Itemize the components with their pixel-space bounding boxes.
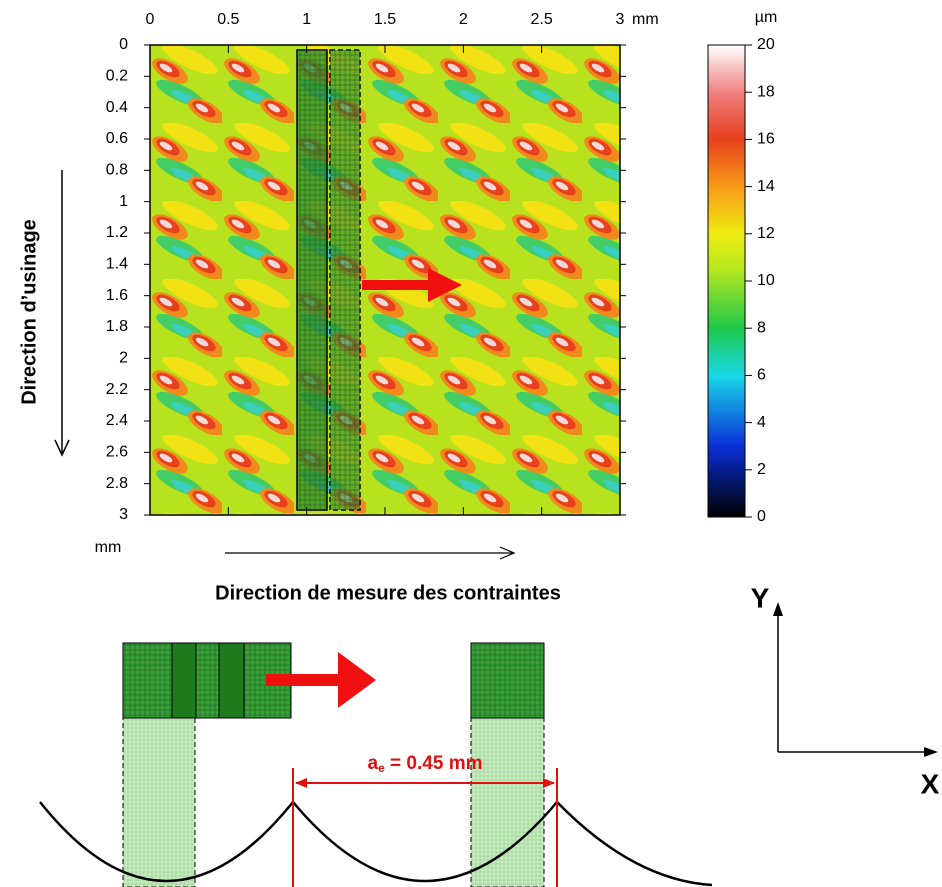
y-tick-label: 1.2 — [106, 224, 128, 241]
colorbar-tick-label: 2 — [757, 461, 766, 478]
x-tick-label: 0.5 — [217, 11, 239, 28]
y-tick-label: 2.6 — [106, 444, 128, 461]
colorbar — [707, 44, 746, 518]
tool-scallops — [39, 800, 713, 887]
y-tick-label: 2 — [119, 350, 128, 367]
y-tick-label: 1 — [119, 193, 128, 210]
measure-footprint — [122, 717, 196, 887]
dimension-text: = 0.45 mm — [385, 753, 483, 774]
x-axis-symbol: X — [921, 768, 940, 799]
dimension-subscript: e — [378, 761, 385, 775]
colorbar-tick-label: 14 — [757, 178, 775, 195]
y-tick-label: 0.8 — [106, 162, 128, 179]
shift-arrow-head — [428, 268, 462, 302]
colorbar-unit: µm — [755, 9, 778, 26]
y-tick-label: 1.4 — [106, 256, 128, 273]
colorbar-tick-label: 0 — [757, 508, 766, 525]
measure-block-grid — [471, 643, 544, 718]
y-tick-label: 1.8 — [106, 318, 128, 335]
y-tick-label: 1.6 — [106, 287, 128, 304]
colorbar-tick-label: 16 — [757, 131, 775, 148]
y-axis-arrowhead — [773, 602, 783, 616]
shift-arrow-head — [338, 652, 376, 708]
colorbar-tick-label: 10 — [757, 272, 775, 289]
x-axis-arrowhead — [924, 747, 938, 757]
x-tick-label: 2.5 — [531, 11, 553, 28]
x-unit: mm — [632, 11, 659, 28]
dimension-symbol: a — [368, 753, 379, 774]
x-tick-label: 0 — [146, 11, 155, 28]
y-tick-label: 2.4 — [106, 412, 128, 429]
x-tick-label: 3 — [616, 11, 625, 28]
shift-arrow — [266, 674, 341, 686]
block-stripe — [218, 642, 245, 719]
y-direction-arrowhead — [54, 439, 70, 457]
y-tick-label: 2.2 — [106, 381, 128, 398]
measure-grid — [297, 50, 327, 510]
shift-arrow — [362, 280, 430, 290]
y-tick-label: 0.2 — [106, 68, 128, 85]
axes: 0 0.5 1 1.5 2 2.5 3 mm 0 0.2 0.4 0.6 0.8 1 1.2 1.4 1.6 1.… — [106, 11, 659, 523]
dimension-arrowhead — [543, 778, 555, 788]
measure-block-grid — [123, 643, 291, 718]
y-axis-label: Direction d’usinage — [18, 219, 40, 405]
next-grid — [330, 50, 360, 510]
dimension-label: ae = 0.45 mm — [368, 753, 483, 775]
block-stripe — [171, 642, 197, 719]
x-direction-arrowhead — [499, 546, 516, 560]
colorbar-tick-label: 12 — [757, 225, 775, 242]
colorbar-tick-label: 18 — [757, 83, 775, 100]
y-tick-label: 3 — [119, 506, 128, 523]
colorbar-tick-label: 4 — [757, 414, 766, 431]
y-tick-label: 0.6 — [106, 130, 128, 147]
y-axis-symbol: Y — [751, 582, 770, 613]
colorbar-tick-label: 8 — [757, 319, 766, 336]
x-tick-label: 2 — [459, 11, 468, 28]
x-tick-label: 1 — [302, 11, 311, 28]
y-unit: mm — [95, 539, 122, 556]
dimension-arrowhead — [295, 778, 307, 788]
y-tick-label: 0 — [119, 36, 128, 53]
x-axis-label: Direction de mesure des contraintes — [215, 582, 561, 604]
colorbar-tick-label: 6 — [757, 367, 766, 384]
y-tick-label: 2.8 — [106, 475, 128, 492]
colorbar-tick-label: 20 — [757, 36, 775, 53]
y-tick-label: 0.4 — [106, 99, 128, 116]
measure-footprint — [470, 717, 545, 887]
x-tick-label: 1.5 — [374, 11, 396, 28]
